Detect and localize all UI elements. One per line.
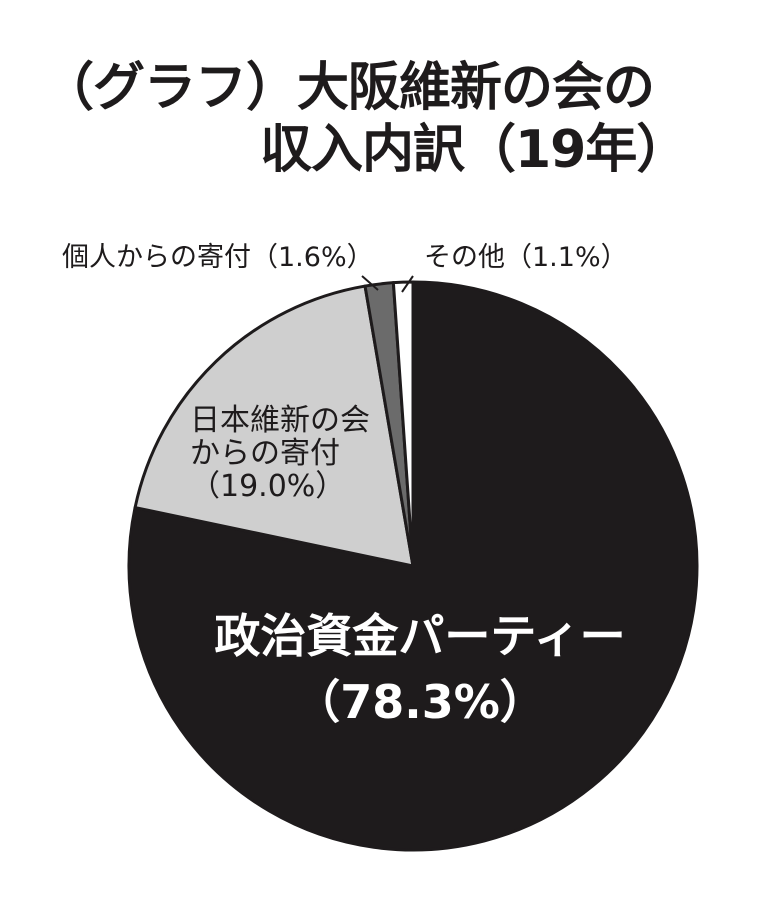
slice-label-1: 日本維新の会からの寄付（19.0%）: [190, 403, 370, 504]
slice-label-2: 個人からの寄付（1.6%）: [62, 242, 374, 273]
chart-title-line-1: （グラフ）大阪維新の会の: [42, 58, 655, 118]
slice-label-2-line-0: 個人からの寄付（1.6%）: [62, 242, 374, 273]
pie-labels: 政治資金パーティー （78.3%） 日本維新の会からの寄付（19.0%） 個人からの寄…: [62, 242, 628, 729]
chart-title-line-2: 収入内訳（19年）: [260, 120, 688, 180]
slice-label-3: その他（1.1%）: [424, 242, 628, 273]
leader-line-2: [361, 275, 379, 291]
slice-label-1-line-2: （19.0%）: [190, 469, 345, 504]
pie-leader-lines: [361, 275, 414, 293]
pie-slice-3: [391, 280, 415, 568]
slice-label-0: 政治資金パーティー （78.3%）: [214, 609, 625, 729]
pie-slices: [127, 280, 699, 852]
slice-label-1-line-1: からの寄付: [190, 436, 340, 471]
slice-label-0-line-0: 政治資金パーティー: [214, 609, 625, 663]
leader-line-3: [401, 275, 414, 293]
slice-label-0-line-1: （78.3%）: [294, 675, 546, 729]
slice-label-3-line-0: その他（1.1%）: [424, 242, 628, 273]
pie-slice-1: [133, 284, 415, 568]
slice-label-1-line-0: 日本維新の会: [190, 403, 370, 438]
